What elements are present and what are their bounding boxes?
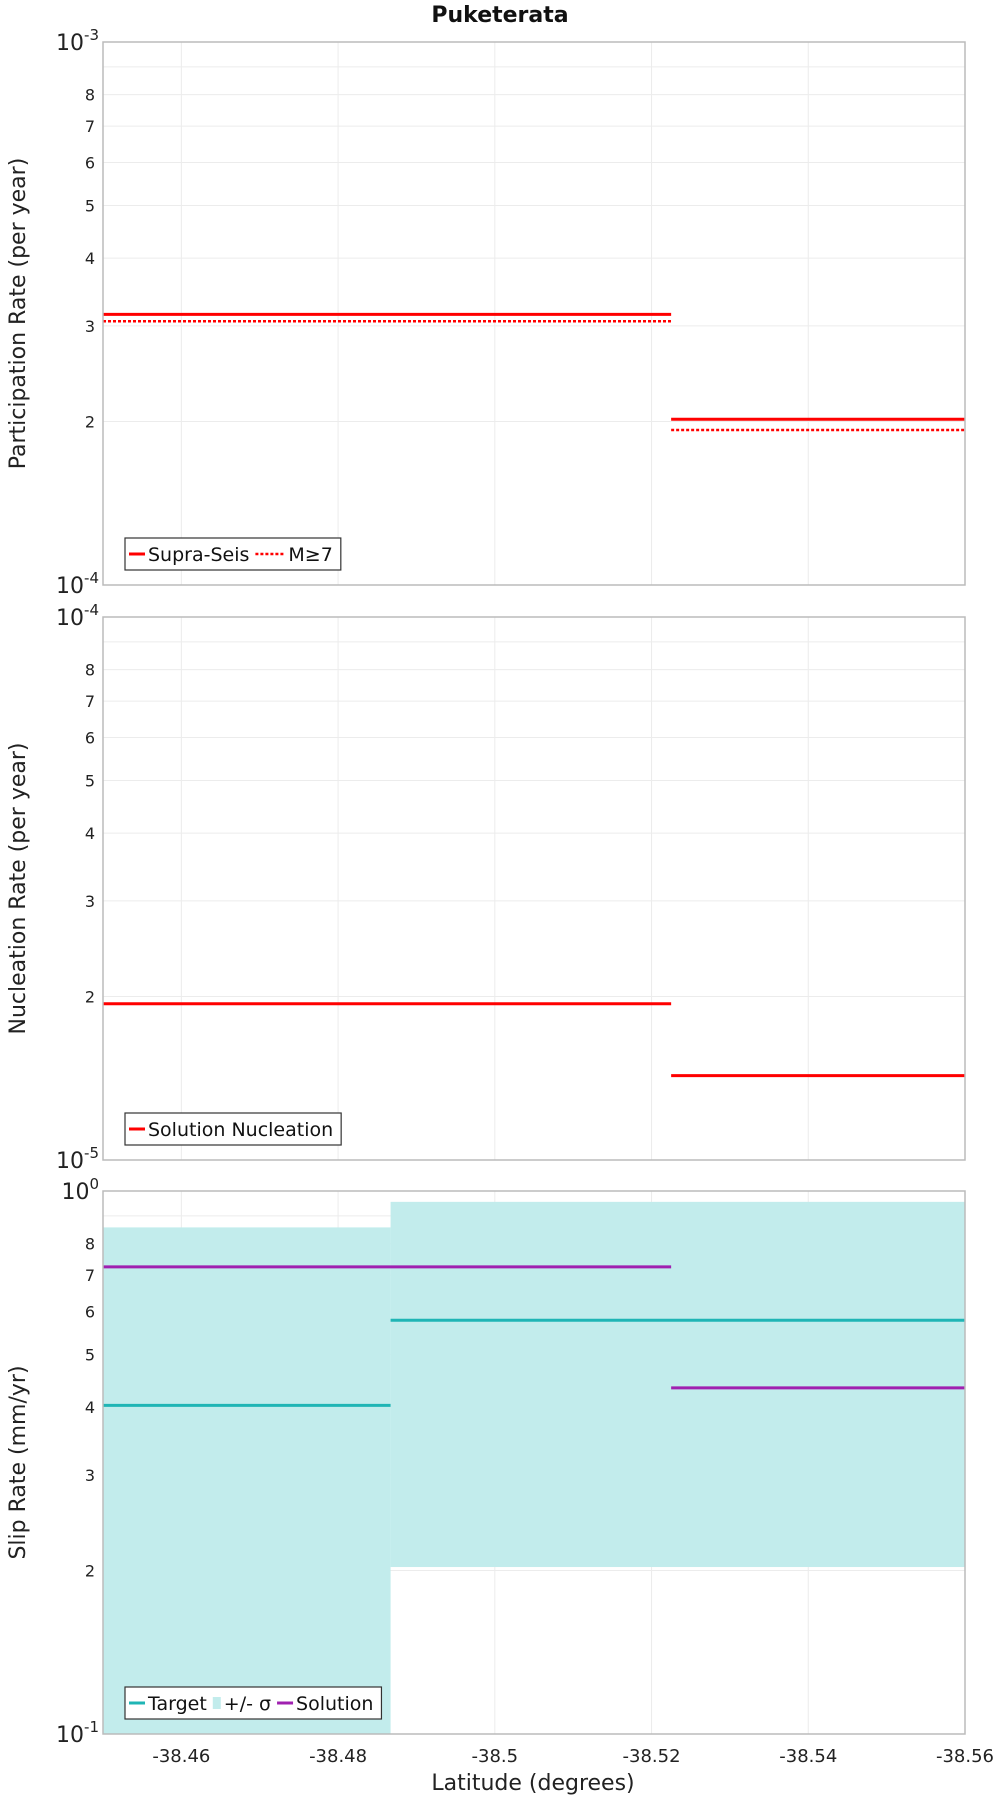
panel-1: 10-3 10-4 2 3 4 5 6 7 8 Participation Rate (per y… bbox=[6, 26, 966, 599]
legend-swatch bbox=[212, 1697, 221, 1709]
legend: Solution Nucleation bbox=[124, 1112, 342, 1146]
legend-label: Solution Nucleation bbox=[148, 1119, 333, 1141]
y-tick-major-bottom: 10-1 bbox=[56, 1718, 99, 1748]
legend: Target +/- σ Solution bbox=[124, 1686, 383, 1720]
x-axis-label: Latitude (degrees) bbox=[431, 1771, 634, 1796]
x-tick-label: -38.5 bbox=[472, 1746, 519, 1767]
legend: Supra-Seis M≥7 bbox=[124, 537, 342, 571]
y-tick-label: 8 bbox=[85, 86, 95, 105]
x-tick-label: -38.56 bbox=[936, 1746, 994, 1767]
legend-label: +/- σ bbox=[224, 1693, 271, 1715]
y-tick-major-top: 10-3 bbox=[56, 26, 99, 56]
band-0-segment-0 bbox=[103, 1227, 391, 1734]
y-tick-label: 3 bbox=[85, 892, 95, 911]
y-tick-major-top: 10-4 bbox=[56, 601, 99, 631]
x-tick-label: -38.54 bbox=[779, 1746, 837, 1767]
plots: 10-3 10-4 2 3 4 5 6 7 8 Participation Rate (per y… bbox=[6, 26, 994, 1767]
y-tick-label: 4 bbox=[85, 1398, 95, 1417]
y-tick-label: 3 bbox=[85, 317, 95, 336]
y-tick-label: 5 bbox=[85, 771, 95, 790]
y-axis-label: Nucleation Rate (per year) bbox=[6, 743, 31, 1035]
y-axis-label: Participation Rate (per year) bbox=[6, 158, 31, 470]
y-tick-label: 8 bbox=[85, 661, 95, 680]
y-tick-major-top: 100 bbox=[61, 1175, 99, 1205]
x-tick-label: -38.46 bbox=[152, 1746, 210, 1767]
panel-2: 10-4 10-5 2 3 4 5 6 7 8 Nucleation Rate (per year… bbox=[6, 601, 966, 1174]
legend-label: Solution bbox=[296, 1693, 373, 1715]
legend-box bbox=[124, 1112, 342, 1146]
plot-frame bbox=[102, 41, 966, 586]
y-tick-major-bottom: 10-4 bbox=[56, 569, 99, 599]
y-tick-label: 3 bbox=[85, 1466, 95, 1485]
x-tick-label: -38.48 bbox=[309, 1746, 367, 1767]
legend-box bbox=[124, 537, 342, 571]
legend-label: Supra-Seis bbox=[148, 544, 249, 566]
chart-title: Puketerata bbox=[431, 3, 568, 28]
legend-label: Target bbox=[147, 1693, 207, 1715]
y-tick-label: 5 bbox=[85, 196, 95, 215]
y-tick-label: 6 bbox=[85, 153, 95, 172]
y-tick-label: 7 bbox=[85, 1266, 95, 1285]
y-tick-label: 8 bbox=[85, 1235, 95, 1254]
y-tick-label: 6 bbox=[85, 728, 95, 747]
y-tick-label: 2 bbox=[85, 988, 95, 1007]
panel-3: 100 10-1 2 3 4 5 6 7 8 Slip Rate (mm/yr) -38.46 -38… bbox=[6, 1175, 994, 1767]
plot-frame bbox=[102, 616, 966, 1161]
plot-frame bbox=[102, 1190, 966, 1735]
plot-background bbox=[103, 617, 965, 1160]
y-tick-label: 2 bbox=[85, 1562, 95, 1581]
y-tick-major-bottom: 10-5 bbox=[56, 1144, 99, 1174]
y-tick-label: 7 bbox=[85, 692, 95, 711]
y-tick-label: 2 bbox=[85, 413, 95, 432]
y-tick-label: 7 bbox=[85, 117, 95, 136]
y-tick-label: 5 bbox=[85, 1345, 95, 1364]
y-tick-label: 6 bbox=[85, 1302, 95, 1321]
legend-box bbox=[124, 1686, 383, 1720]
y-tick-label: 4 bbox=[85, 824, 95, 843]
y-tick-label: 4 bbox=[85, 249, 95, 268]
x-tick-label: -38.52 bbox=[623, 1746, 681, 1767]
legend-label: M≥7 bbox=[288, 544, 332, 566]
band-0-segment-1 bbox=[390, 1201, 965, 1568]
y-axis-label: Slip Rate (mm/yr) bbox=[6, 1365, 31, 1559]
